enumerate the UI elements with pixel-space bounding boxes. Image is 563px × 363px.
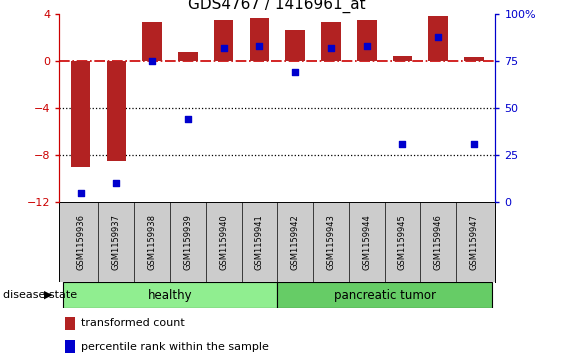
Bar — [71, 61, 91, 167]
Text: GSM1159944: GSM1159944 — [362, 214, 371, 270]
Text: GSM1159940: GSM1159940 — [219, 214, 228, 270]
Point — [362, 43, 371, 49]
Point — [255, 43, 264, 49]
Bar — [278, 282, 492, 308]
Text: GSM1159946: GSM1159946 — [434, 214, 443, 270]
Bar — [285, 30, 305, 61]
Point — [327, 45, 336, 51]
Point — [112, 180, 121, 186]
Text: GSM1159937: GSM1159937 — [112, 214, 121, 270]
Point — [219, 45, 228, 51]
Bar — [464, 57, 484, 61]
Bar — [106, 61, 126, 161]
Point — [184, 117, 193, 122]
Bar — [62, 282, 278, 308]
Text: GSM1159945: GSM1159945 — [398, 214, 407, 270]
Text: GSM1159942: GSM1159942 — [291, 214, 300, 270]
Bar — [392, 56, 412, 61]
Text: GSM1159947: GSM1159947 — [470, 214, 479, 270]
Point — [434, 34, 443, 40]
Bar — [428, 16, 448, 61]
Title: GDS4767 / 1416961_at: GDS4767 / 1416961_at — [189, 0, 366, 13]
Point — [470, 141, 479, 147]
Text: healthy: healthy — [148, 289, 193, 302]
Text: GSM1159939: GSM1159939 — [184, 214, 193, 270]
Bar — [142, 22, 162, 61]
Point — [398, 141, 407, 147]
Bar — [357, 20, 377, 61]
Text: disease state: disease state — [3, 290, 77, 300]
Text: GSM1159936: GSM1159936 — [76, 214, 85, 270]
Bar — [249, 17, 269, 61]
Text: GSM1159943: GSM1159943 — [327, 214, 336, 270]
Text: transformed count: transformed count — [81, 318, 184, 329]
Bar — [178, 52, 198, 61]
Point — [76, 190, 85, 196]
Point — [291, 69, 300, 75]
Text: percentile rank within the sample: percentile rank within the sample — [81, 342, 269, 351]
Text: ▶: ▶ — [44, 290, 52, 300]
Text: GSM1159938: GSM1159938 — [148, 214, 157, 270]
Bar — [321, 22, 341, 61]
Point — [148, 58, 157, 64]
Bar — [214, 20, 234, 61]
Text: GSM1159941: GSM1159941 — [255, 214, 264, 270]
Text: pancreatic tumor: pancreatic tumor — [333, 289, 436, 302]
